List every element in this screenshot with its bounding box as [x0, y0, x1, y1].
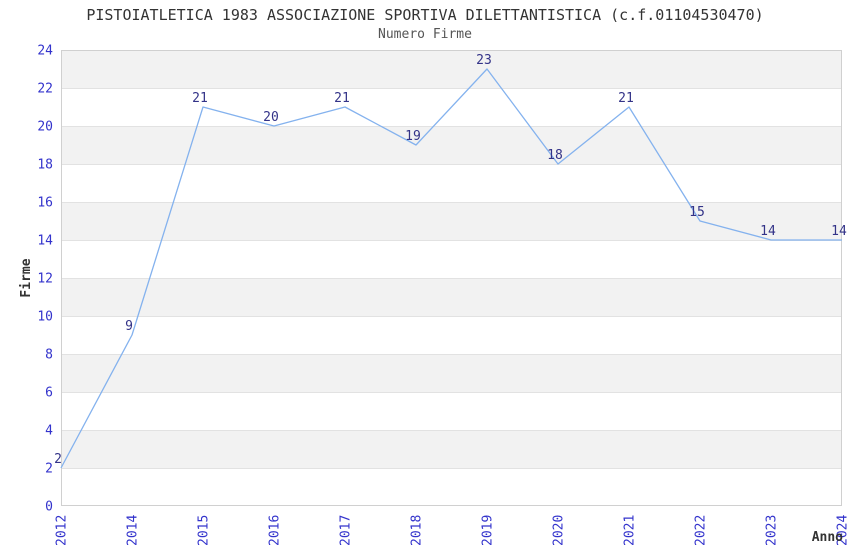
data-labels: 2 9 21 20 21 19 23 18 21 15 14 14	[54, 53, 847, 467]
y-tick-label: 24	[37, 44, 53, 59]
y-axis-title: Firme	[19, 258, 34, 297]
x-tick-labels: 2012 2014 2015 2016 2017 2018 2019 2020 2021 2022…	[55, 515, 850, 546]
x-axis-title: Anno	[812, 530, 843, 545]
y-tick-label: 10	[37, 310, 53, 325]
y-tick-label: 2	[45, 462, 53, 477]
y-tick-label: 20	[37, 120, 53, 135]
grid-band	[61, 202, 842, 240]
data-point-label: 21	[192, 91, 208, 106]
x-tick-label: 2021	[623, 515, 638, 546]
y-tick-label: 6	[45, 386, 53, 401]
x-tick-label: 2022	[694, 515, 709, 546]
data-point-label: 21	[618, 91, 634, 106]
data-point-label: 9	[125, 319, 133, 334]
data-point-label: 20	[263, 110, 279, 125]
data-point-label: 14	[760, 224, 776, 239]
x-tick-label: 2015	[197, 515, 212, 546]
data-point-label: 14	[831, 224, 847, 239]
data-point-label: 15	[689, 205, 705, 220]
x-tick-label: 2016	[268, 515, 283, 546]
grid-band	[61, 126, 842, 164]
x-tick-label: 2023	[765, 515, 780, 546]
x-tick-label: 2020	[552, 515, 567, 546]
gridlines	[61, 88, 842, 469]
y-tick-label: 22	[37, 82, 53, 97]
y-tick-label: 18	[37, 158, 53, 173]
grid-band	[61, 278, 842, 316]
grid-band	[61, 430, 842, 468]
x-tick-label: 2019	[481, 515, 496, 546]
y-tick-label: 16	[37, 196, 53, 211]
y-tick-label: 14	[37, 234, 53, 249]
x-tick-label: 2017	[339, 515, 354, 546]
data-point-label: 23	[476, 53, 492, 68]
data-point-label: 19	[405, 129, 421, 144]
chart-subtitle: Numero Firme	[378, 27, 472, 42]
x-tick-label: 2018	[410, 515, 425, 546]
y-tick-label: 12	[37, 272, 53, 287]
grid-bands	[61, 50, 842, 468]
y-tick-label: 8	[45, 348, 53, 363]
data-point-label: 21	[334, 91, 350, 106]
x-tick-label: 2012	[55, 515, 70, 546]
grid-band	[61, 50, 842, 88]
y-tick-label: 0	[45, 500, 53, 515]
y-tick-label: 4	[45, 424, 53, 439]
x-tick-label: 2024	[836, 515, 850, 546]
data-line	[60, 68, 842, 469]
chart-title: PISTOIATLETICA 1983 ASSOCIAZIONE SPORTIV…	[86, 6, 764, 24]
plot-border	[61, 50, 842, 506]
x-tick-label: 2014	[126, 515, 141, 546]
data-point-label: 2	[54, 452, 62, 467]
grid-band	[61, 354, 842, 392]
data-point-label: 18	[547, 148, 563, 163]
